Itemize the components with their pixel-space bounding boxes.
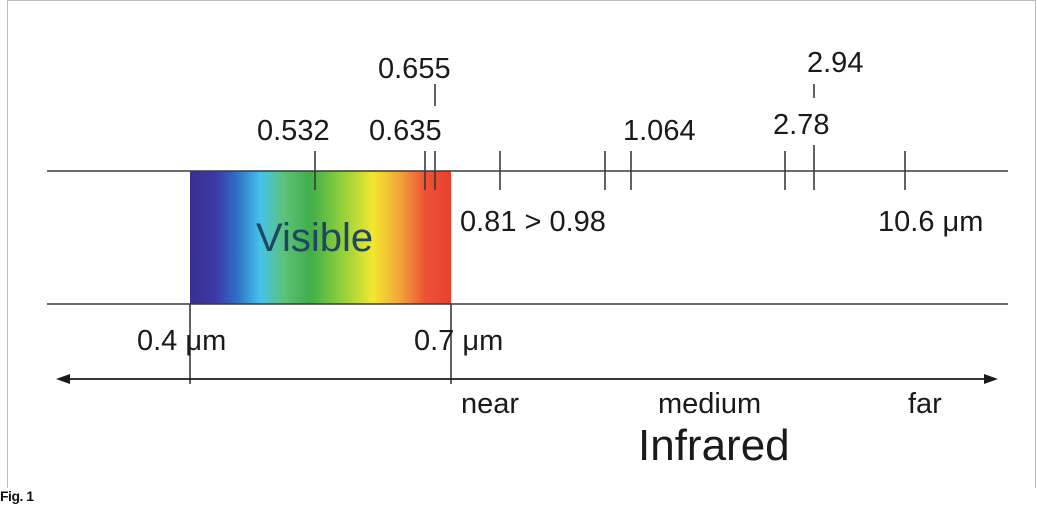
label-081-098: 0.81 > 0.98 — [460, 206, 606, 238]
arrow-right-head — [984, 374, 998, 384]
label-far-infrared: far — [908, 388, 942, 420]
label-0655: 0.655 — [378, 53, 451, 85]
figure-frame — [7, 0, 1036, 488]
visible-label: Visible — [256, 216, 373, 260]
arrow-left-head — [56, 374, 70, 384]
label-106-um: 10.6 μm — [878, 206, 983, 238]
label-294: 2.94 — [807, 47, 863, 79]
label-near-infrared: near — [461, 388, 519, 420]
figure-caption: Fig. 1 — [0, 488, 34, 504]
label-0635: 0.635 — [369, 115, 442, 147]
label-medium-infrared: medium — [658, 388, 761, 420]
label-278: 2.78 — [773, 109, 829, 141]
spectrum-diagram: 0.532 0.635 0.655 1.064 2.78 2.94 0.81 >… — [47, 47, 1008, 470]
infrared-title: Infrared — [638, 421, 790, 470]
wavelength-ticks — [189, 84, 906, 384]
label-0532: 0.532 — [257, 115, 330, 147]
label-1064: 1.064 — [623, 115, 696, 147]
visible-spectrum-band — [190, 171, 451, 304]
label-07-um: 0.7 μm — [414, 325, 503, 357]
label-04-um: 0.4 μm — [137, 325, 226, 357]
